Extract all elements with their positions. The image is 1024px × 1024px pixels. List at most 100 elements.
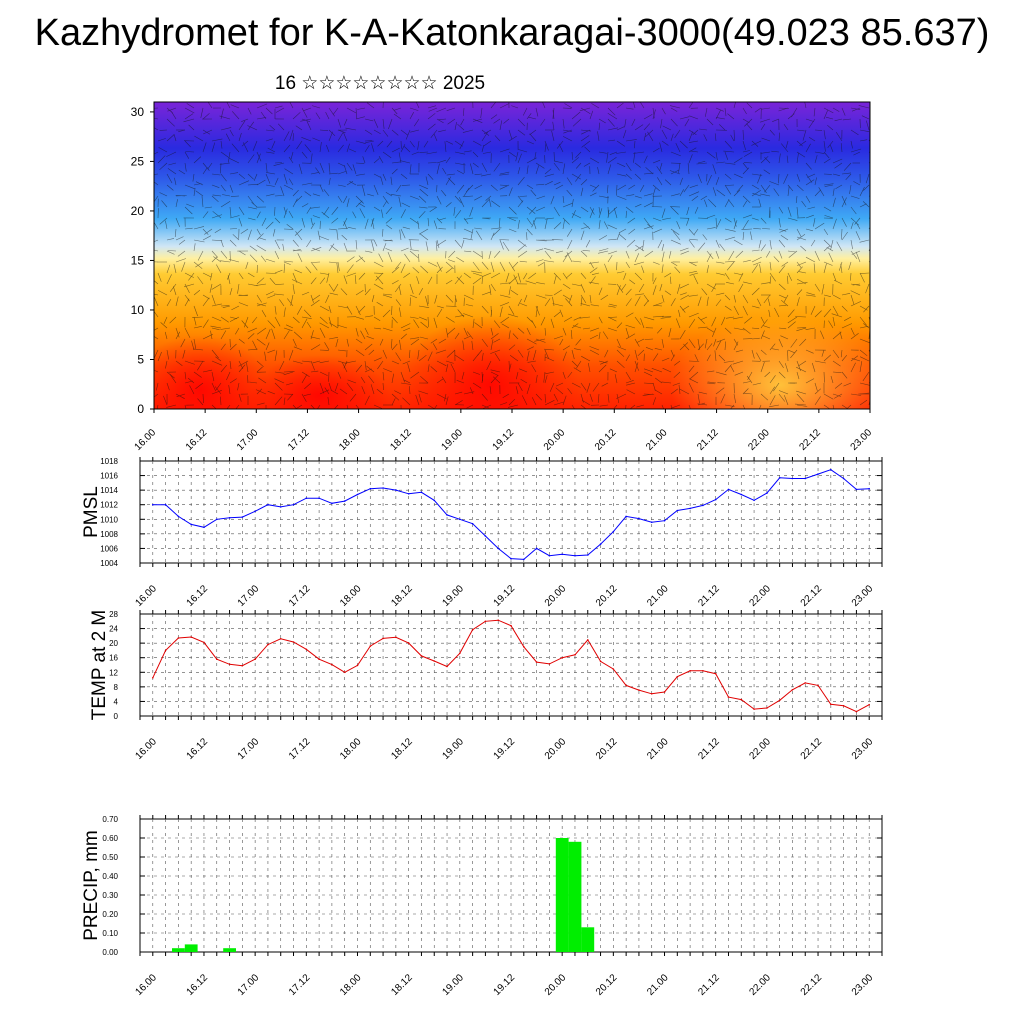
- data-point: [523, 646, 525, 648]
- heatmap-y-tick-label: 25: [131, 154, 145, 168]
- data-point: [446, 514, 448, 516]
- x-tick-label: 16.00: [133, 972, 159, 998]
- data-point: [369, 487, 372, 490]
- heatmap-x-tick-label: 16.12: [184, 427, 210, 453]
- heatmap-x-tick-label: 22.12: [798, 427, 824, 453]
- data-point: [868, 487, 870, 490]
- data-point: [714, 498, 717, 501]
- data-point: [190, 523, 192, 526]
- data-point: [318, 658, 320, 660]
- precip-bar: [172, 948, 185, 952]
- data-point: [817, 473, 819, 475]
- y-axis-label: PMSL: [81, 486, 102, 538]
- data-point: [395, 489, 397, 491]
- data-point: [305, 497, 308, 500]
- x-tick-label: 18.00: [338, 972, 364, 998]
- data-point: [484, 535, 487, 537]
- data-point: [395, 636, 397, 639]
- data-point: [804, 682, 806, 684]
- data-point: [766, 707, 768, 709]
- data-point: [331, 502, 333, 505]
- x-tick-label: 16.12: [185, 972, 211, 998]
- data-point: [484, 620, 487, 623]
- y-axis-label: PRECIP, mm: [81, 830, 102, 941]
- heatmap-x-tick-label: 16.00: [133, 427, 159, 453]
- data-point: [267, 643, 269, 646]
- y-tick-label: 28: [109, 610, 118, 619]
- heatmap-x-tick-label: 22.00: [746, 427, 772, 453]
- grid-lines: [140, 461, 882, 563]
- data-point: [433, 499, 436, 502]
- data-point: [855, 488, 858, 491]
- data-point: [574, 654, 576, 656]
- data-point: [740, 698, 743, 701]
- data-point: [292, 503, 295, 506]
- data-point: [420, 491, 423, 494]
- data-point: [574, 554, 576, 557]
- x-tick-label: 17.00: [236, 972, 262, 998]
- y-tick-label: 0.10: [102, 929, 118, 938]
- x-tick-label: 23.00: [850, 736, 876, 762]
- x-tick-label: 16.00: [133, 736, 159, 762]
- data-point: [446, 665, 448, 668]
- data-point: [216, 518, 218, 521]
- data-point: [203, 526, 205, 529]
- data-point: [638, 517, 640, 520]
- y-tick-label: 0.50: [102, 853, 118, 862]
- data-point: [625, 515, 627, 518]
- heatmap-y-tick-label: 20: [131, 204, 145, 218]
- x-tick-label: 20.12: [594, 972, 620, 998]
- data-point: [561, 553, 563, 556]
- data-point: [702, 504, 704, 507]
- y-tick-label: 1010: [100, 515, 118, 524]
- precip-bar: [555, 838, 569, 952]
- x-tick-label: 22.00: [748, 972, 774, 998]
- x-tick-label: 22.00: [748, 583, 774, 609]
- y-tick-label: 1004: [100, 559, 118, 568]
- x-tick-label: 18.00: [338, 736, 364, 762]
- y-tick-label: 8: [114, 683, 119, 692]
- data-point: [510, 557, 512, 560]
- data-point: [663, 519, 666, 522]
- data-point: [267, 503, 269, 506]
- x-tick-label: 20.12: [594, 736, 620, 762]
- y-tick-label: 0.60: [102, 834, 118, 843]
- x-tick-label: 22.00: [748, 736, 774, 762]
- data-point: [369, 645, 372, 647]
- data-point: [535, 661, 538, 663]
- data-point: [177, 637, 180, 639]
- heatmap-x-tick-label: 19.00: [440, 427, 466, 453]
- y-tick-label: 0.20: [102, 910, 118, 919]
- data-point: [343, 671, 346, 674]
- data-point: [190, 636, 192, 638]
- warm-area: [250, 355, 390, 409]
- x-tick-label: 21.12: [696, 583, 722, 609]
- x-tick-label: 20.00: [543, 583, 569, 609]
- data-point: [830, 703, 832, 706]
- x-tick-label: 17.12: [287, 583, 313, 609]
- data-point: [356, 664, 359, 667]
- data-point: [727, 488, 730, 491]
- data-point: [164, 649, 167, 652]
- heatmap-x-tick-label: 21.12: [695, 427, 721, 453]
- x-tick-label: 21.12: [696, 736, 722, 762]
- data-point: [612, 668, 615, 670]
- heatmap-x-tick-label: 17.12: [286, 427, 312, 453]
- data-point: [778, 477, 781, 479]
- x-tick-label: 22.12: [799, 736, 825, 762]
- data-point: [587, 554, 589, 556]
- y-tick-label: 20: [109, 639, 118, 648]
- data-point: [587, 639, 589, 641]
- data-point: [382, 637, 384, 640]
- precip-bar: [581, 927, 595, 952]
- heatmap-y-tick-label: 5: [137, 352, 144, 366]
- data-point: [778, 699, 781, 702]
- chart-title: Kazhydromet for K-A-Katonkaragai-3000(49…: [34, 12, 990, 54]
- cool-area: [670, 315, 870, 409]
- data-point: [663, 691, 666, 693]
- data-point: [599, 660, 602, 663]
- data-point: [279, 638, 282, 640]
- data-point: [689, 507, 691, 510]
- data-point: [740, 493, 743, 496]
